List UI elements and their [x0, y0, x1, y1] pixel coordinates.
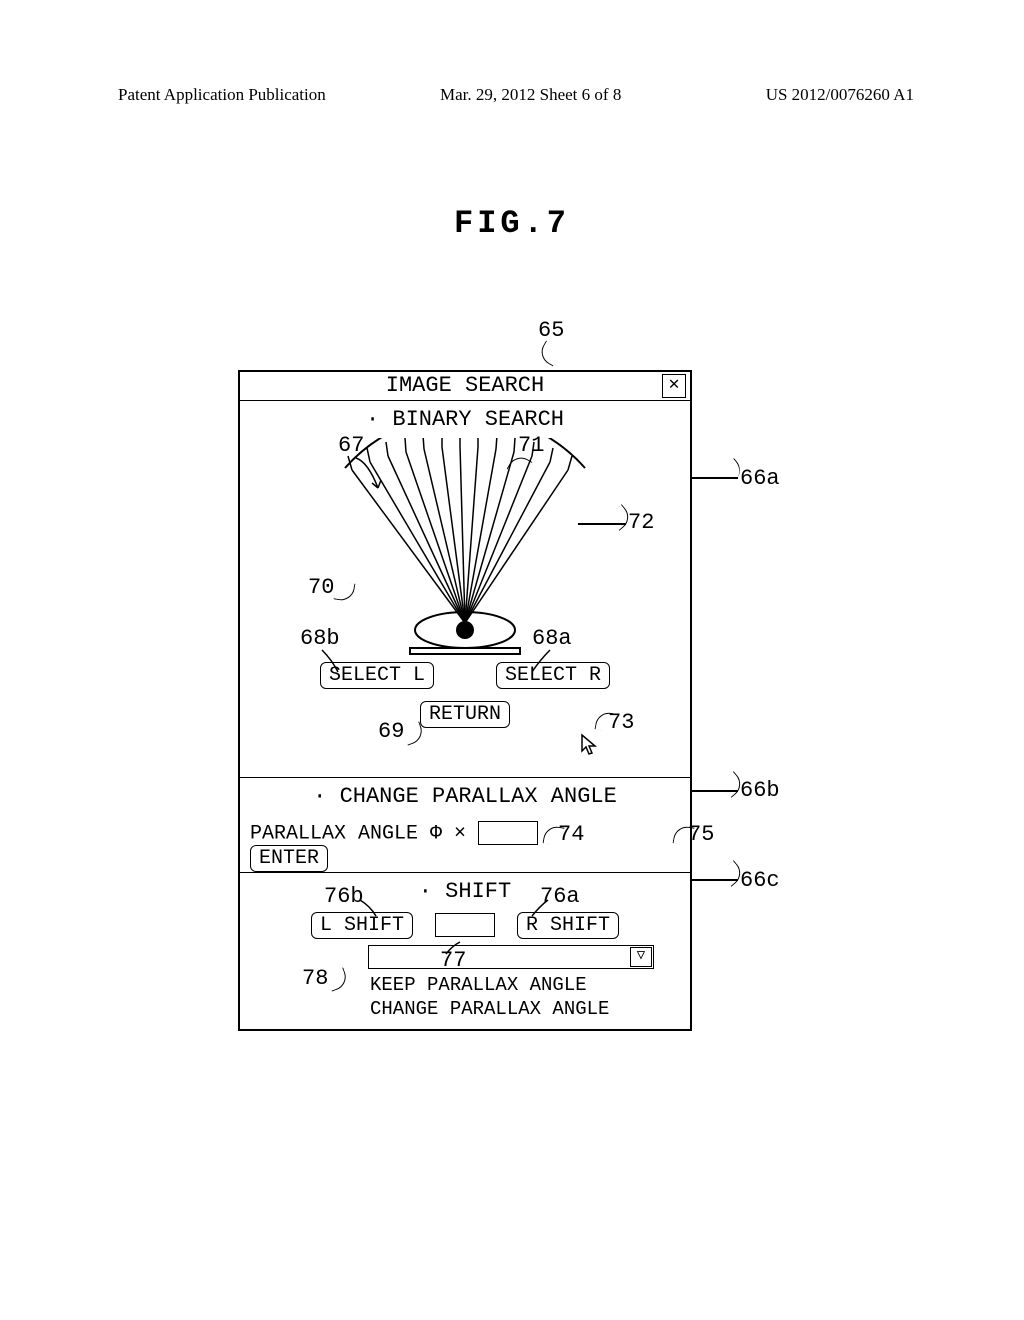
ref-78: 78	[302, 966, 328, 991]
parallax-dropdown[interactable]: ▽	[368, 945, 654, 969]
titlebar: IMAGE SEARCH ✕	[240, 372, 690, 401]
ref-66a: 66a	[740, 466, 780, 491]
enter-button[interactable]: ENTER	[250, 845, 328, 872]
dropdown-opt-keep[interactable]: KEEP PARALLAX ANGLE	[370, 973, 654, 997]
header-right: US 2012/0076260 A1	[766, 85, 914, 105]
ref-69: 69	[378, 719, 404, 744]
parallax-input[interactable]	[478, 821, 538, 845]
ref-72: 72	[628, 510, 654, 535]
ref-66c: 66c	[740, 868, 780, 893]
ref-65: 65	[538, 318, 564, 343]
section-change-parallax: · CHANGE PARALLAX ANGLE PARALLAX ANGLE Φ…	[240, 784, 690, 873]
figure-label: FIG.7	[0, 205, 1024, 242]
close-icon[interactable]: ✕	[662, 374, 686, 398]
cursor-icon	[580, 733, 598, 755]
dropdown-opt-change[interactable]: CHANGE PARALLAX ANGLE	[370, 997, 654, 1021]
binary-title: · BINARY SEARCH	[240, 407, 690, 432]
ref-70: 70	[308, 575, 334, 600]
dropdown-options: KEEP PARALLAX ANGLE CHANGE PARALLAX ANGL…	[370, 973, 654, 1021]
return-button[interactable]: RETURN	[420, 701, 510, 728]
image-search-window: IMAGE SEARCH ✕ · BINARY SEARCH	[238, 370, 692, 1031]
parallax-title: · CHANGE PARALLAX ANGLE	[240, 784, 690, 809]
shift-input[interactable]	[435, 913, 495, 937]
chevron-down-icon[interactable]: ▽	[630, 947, 652, 967]
ref-71: 71	[518, 433, 544, 458]
header-center: Mar. 29, 2012 Sheet 6 of 8	[440, 85, 621, 105]
ref-66b: 66b	[740, 778, 780, 803]
header-left: Patent Application Publication	[118, 85, 326, 105]
parallax-label: PARALLAX ANGLE Φ ×	[250, 822, 466, 845]
shift-title: · SHIFT	[240, 879, 690, 904]
window-title: IMAGE SEARCH	[386, 373, 544, 398]
